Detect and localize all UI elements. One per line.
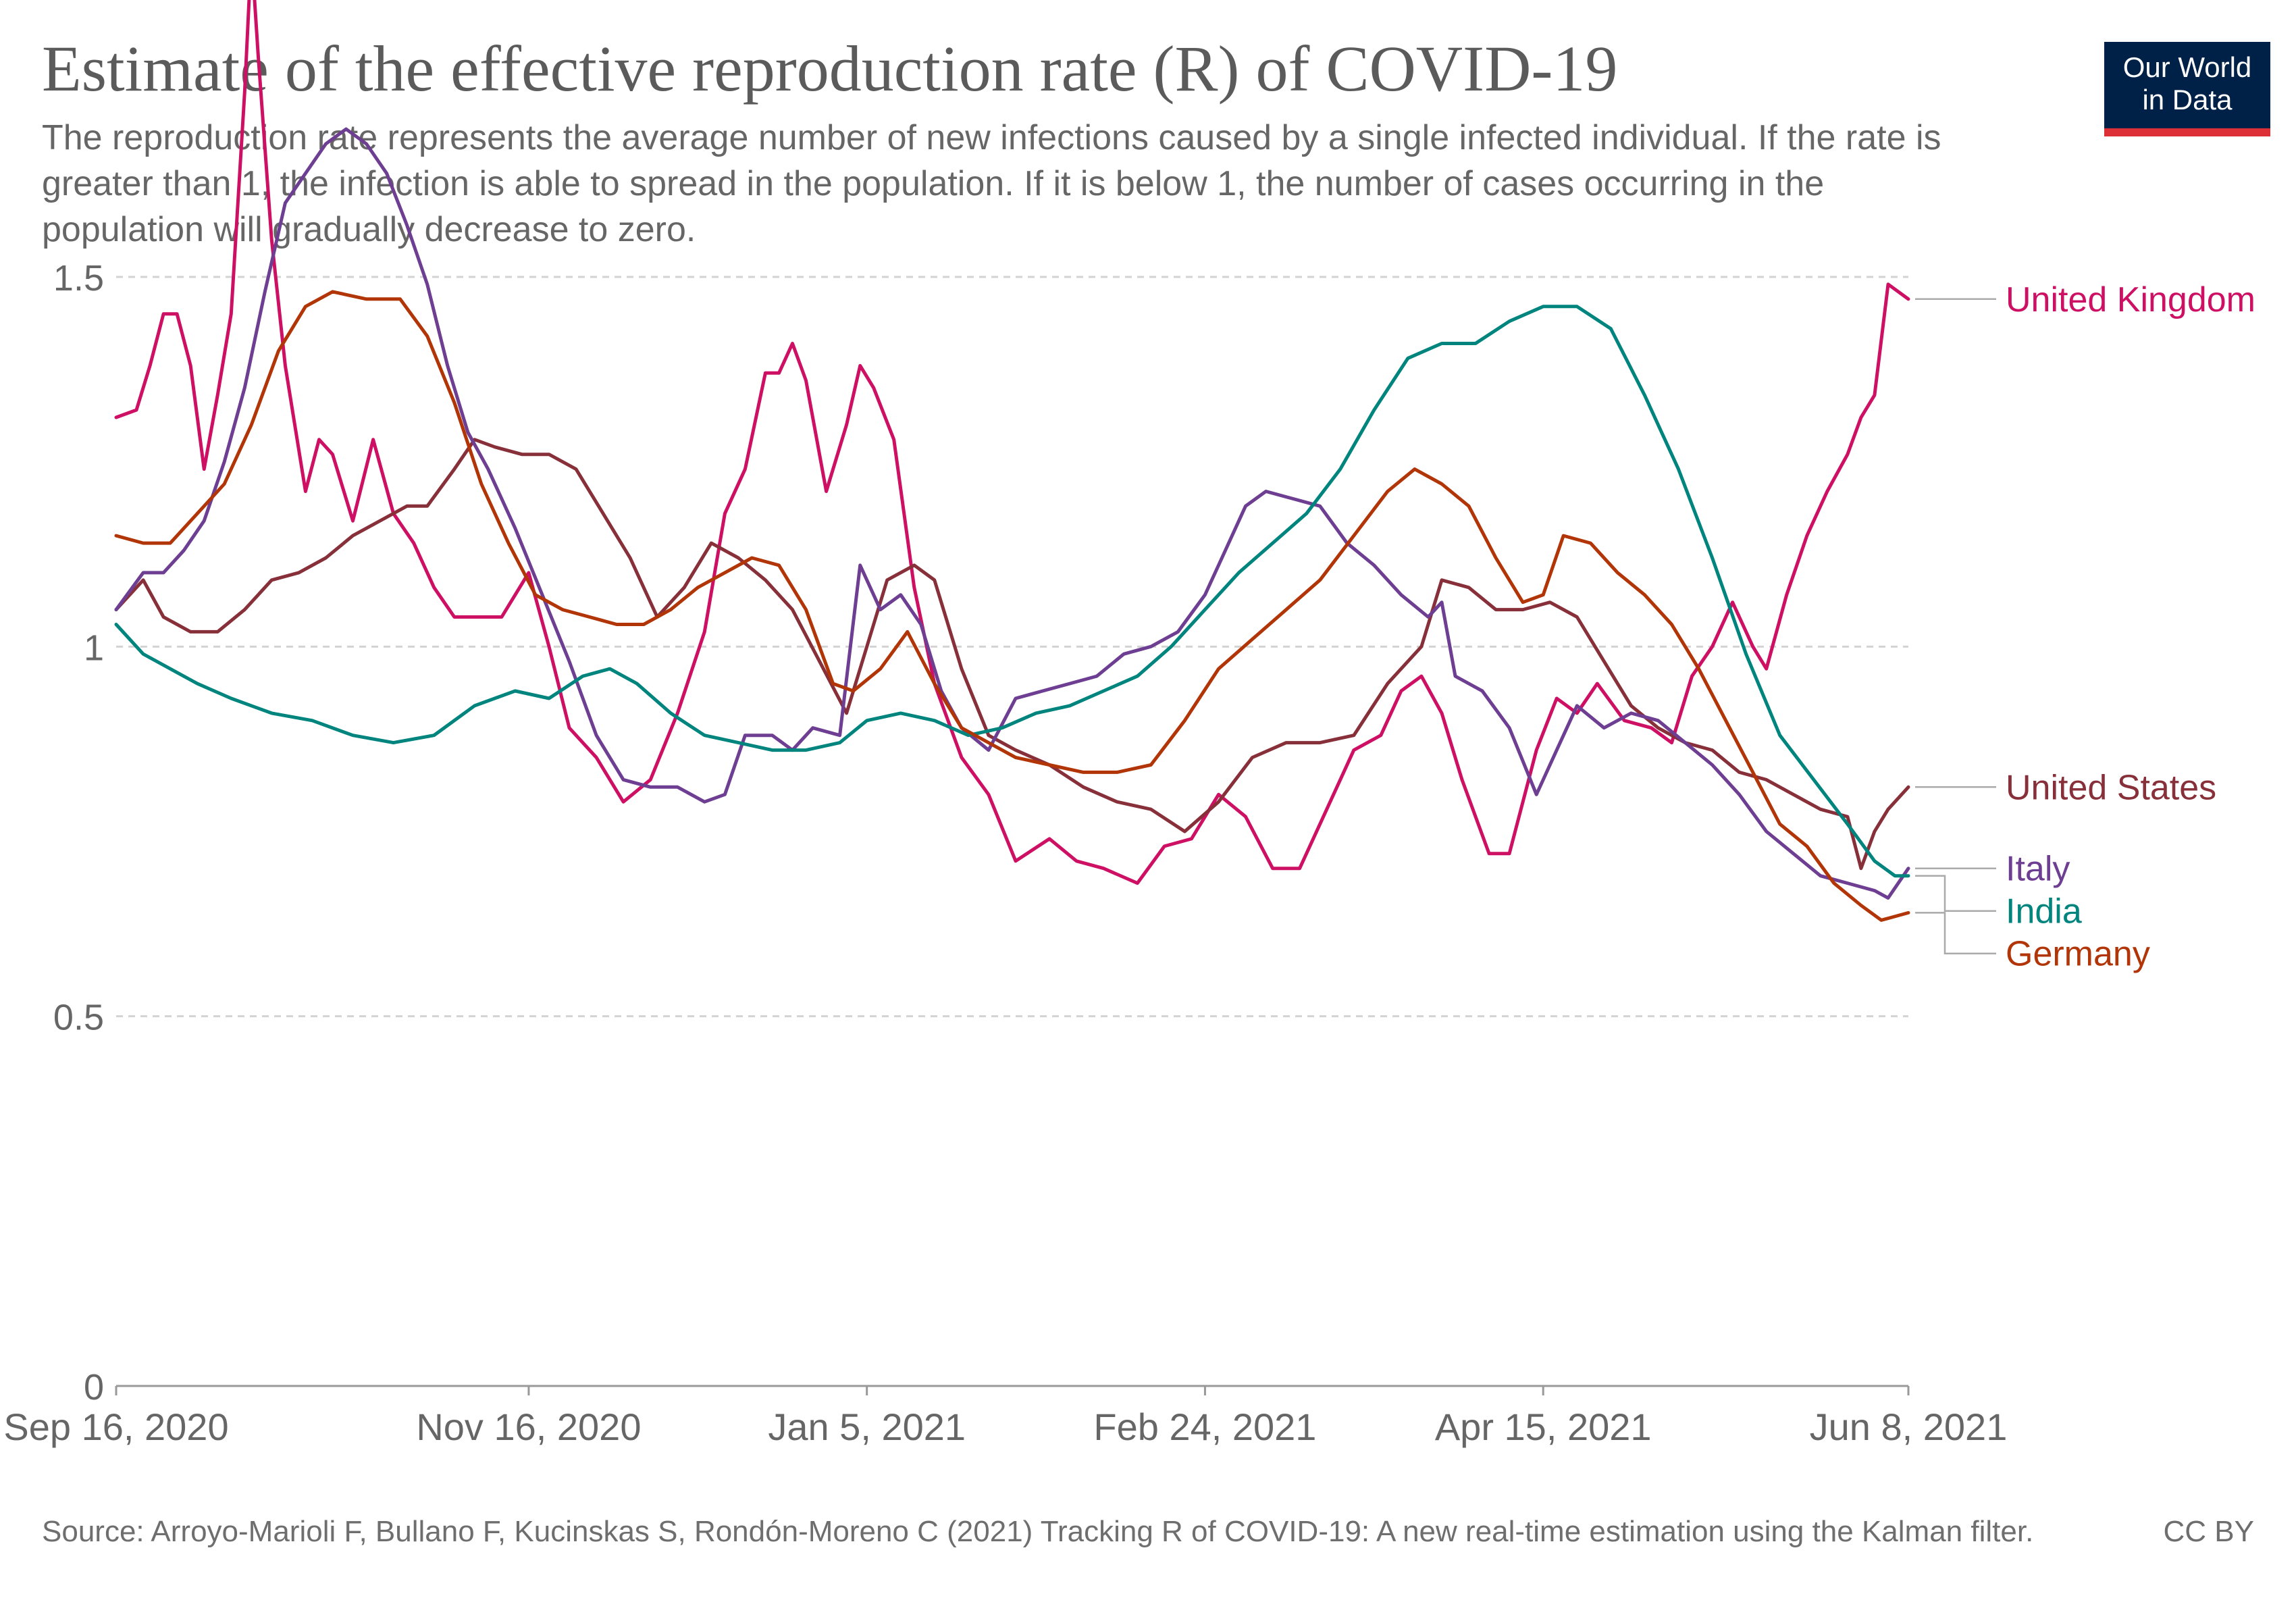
x-tick-label: Jan 5, 2021 [768, 1406, 966, 1448]
series-line [114, 290, 1910, 922]
series-label: United States [2006, 768, 2216, 807]
x-tick-label: Apr 15, 2021 [1435, 1406, 1652, 1448]
y-tick-label: 1.5 [53, 258, 104, 299]
series-lines [114, 0, 1910, 922]
source-note: Source: Arroyo-Marioli F, Bullano F, Kuc… [42, 1515, 2034, 1548]
y-tick-label: 0.5 [53, 998, 104, 1038]
series-line [114, 0, 1910, 885]
series-label: United Kingdom [2006, 280, 2255, 319]
license-link[interactable]: CC BY [2163, 1515, 2254, 1548]
logo-line-1: Our World [2122, 51, 2252, 83]
logo-line-2: in Data [2142, 84, 2233, 115]
chart-title: Estimate of the effective reproduction r… [42, 32, 1618, 105]
series-label: Germany [2006, 935, 2150, 974]
series-line [114, 438, 1910, 871]
x-axis: Sep 16, 2020 Nov 16, 2020 Jan 5, 2021 Feb 2… [3, 1385, 2008, 1448]
y-axis-tick-labels: 0 0.5 1 1.5 [53, 258, 104, 1408]
y-tick-label: 0 [84, 1367, 104, 1408]
label-leader-line [1915, 875, 1996, 912]
x-tick-label: Jun 8, 2021 [1810, 1406, 2008, 1448]
y-tick-label: 1 [84, 627, 104, 668]
series-label: Italy [2006, 850, 2070, 889]
series-line [114, 127, 1910, 900]
x-tick-label: Feb 24, 2021 [1093, 1406, 1316, 1448]
x-tick-label: Sep 16, 2020 [3, 1406, 228, 1448]
chart-subtitle: The reproduction rate represents the ave… [42, 118, 1941, 249]
x-tick-label: Nov 16, 2020 [416, 1406, 641, 1448]
series-line [114, 305, 1910, 878]
our-world-in-data-logo[interactable]: Our World in Data [2104, 42, 2270, 136]
series-label: India [2006, 892, 2082, 931]
label-leader-line [1915, 912, 1996, 954]
